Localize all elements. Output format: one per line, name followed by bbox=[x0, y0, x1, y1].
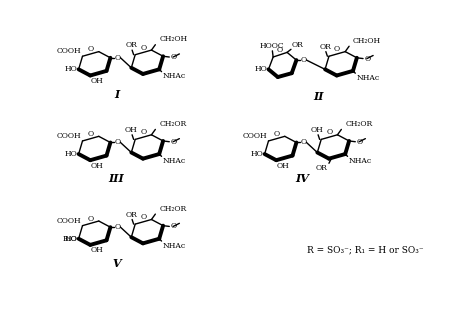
Text: COOH: COOH bbox=[57, 47, 82, 55]
Text: O: O bbox=[301, 139, 306, 147]
Text: NHAc: NHAc bbox=[349, 157, 372, 165]
Text: I: I bbox=[114, 89, 119, 100]
Text: HO: HO bbox=[250, 150, 263, 158]
Text: O: O bbox=[365, 54, 371, 62]
Text: III: III bbox=[109, 173, 125, 184]
Text: IV: IV bbox=[296, 173, 310, 184]
Text: NHAc: NHAc bbox=[357, 74, 380, 82]
Text: COOH: COOH bbox=[57, 132, 82, 140]
Text: O: O bbox=[273, 130, 280, 138]
Text: COOH: COOH bbox=[57, 217, 82, 225]
Text: HO: HO bbox=[64, 235, 77, 243]
Text: O: O bbox=[140, 44, 146, 52]
Text: OR: OR bbox=[319, 43, 331, 51]
Text: OH: OH bbox=[91, 162, 103, 170]
Text: O: O bbox=[277, 46, 283, 54]
Text: HO: HO bbox=[64, 150, 77, 158]
Text: O: O bbox=[357, 138, 363, 146]
Text: OH: OH bbox=[311, 126, 324, 134]
Text: CH₂OR: CH₂OR bbox=[159, 204, 186, 212]
Text: COOH: COOH bbox=[243, 132, 268, 140]
Text: CH₂OH: CH₂OH bbox=[353, 37, 381, 45]
Text: O: O bbox=[88, 130, 94, 138]
Text: CH₂OR: CH₂OR bbox=[345, 120, 373, 128]
Text: OH: OH bbox=[276, 162, 289, 170]
Text: O: O bbox=[114, 54, 120, 62]
Text: HO: HO bbox=[64, 65, 77, 73]
Text: OH: OH bbox=[91, 77, 103, 85]
Text: HO: HO bbox=[254, 65, 267, 73]
Text: OR: OR bbox=[126, 211, 137, 219]
Text: NHAc: NHAc bbox=[163, 242, 186, 250]
Text: HOOC: HOOC bbox=[259, 42, 284, 50]
Text: CH₂OH: CH₂OH bbox=[159, 35, 187, 43]
Text: O: O bbox=[301, 56, 306, 64]
Text: OH: OH bbox=[91, 246, 103, 255]
Text: V: V bbox=[112, 258, 121, 269]
Text: II: II bbox=[313, 91, 323, 102]
Text: O: O bbox=[326, 128, 332, 136]
Text: O: O bbox=[114, 223, 120, 231]
Text: O: O bbox=[171, 222, 177, 230]
Text: O: O bbox=[88, 214, 94, 222]
Text: NHAc: NHAc bbox=[163, 72, 186, 80]
Text: O: O bbox=[334, 45, 340, 53]
Text: O: O bbox=[88, 45, 94, 53]
Text: O: O bbox=[140, 213, 146, 221]
Text: O: O bbox=[171, 53, 177, 61]
Text: O: O bbox=[140, 128, 146, 136]
Text: R = SO₃⁻; R₁ = H or SO₃⁻: R = SO₃⁻; R₁ = H or SO₃⁻ bbox=[307, 245, 424, 254]
Text: OR: OR bbox=[316, 164, 328, 172]
Text: R₁O: R₁O bbox=[62, 235, 77, 243]
Text: CH₂OR: CH₂OR bbox=[159, 120, 186, 128]
Text: O: O bbox=[171, 138, 177, 146]
Text: OR: OR bbox=[292, 40, 304, 48]
Text: O: O bbox=[114, 139, 120, 147]
Text: OH: OH bbox=[125, 126, 138, 134]
Text: NHAc: NHAc bbox=[163, 157, 186, 165]
Text: OR: OR bbox=[126, 41, 137, 49]
